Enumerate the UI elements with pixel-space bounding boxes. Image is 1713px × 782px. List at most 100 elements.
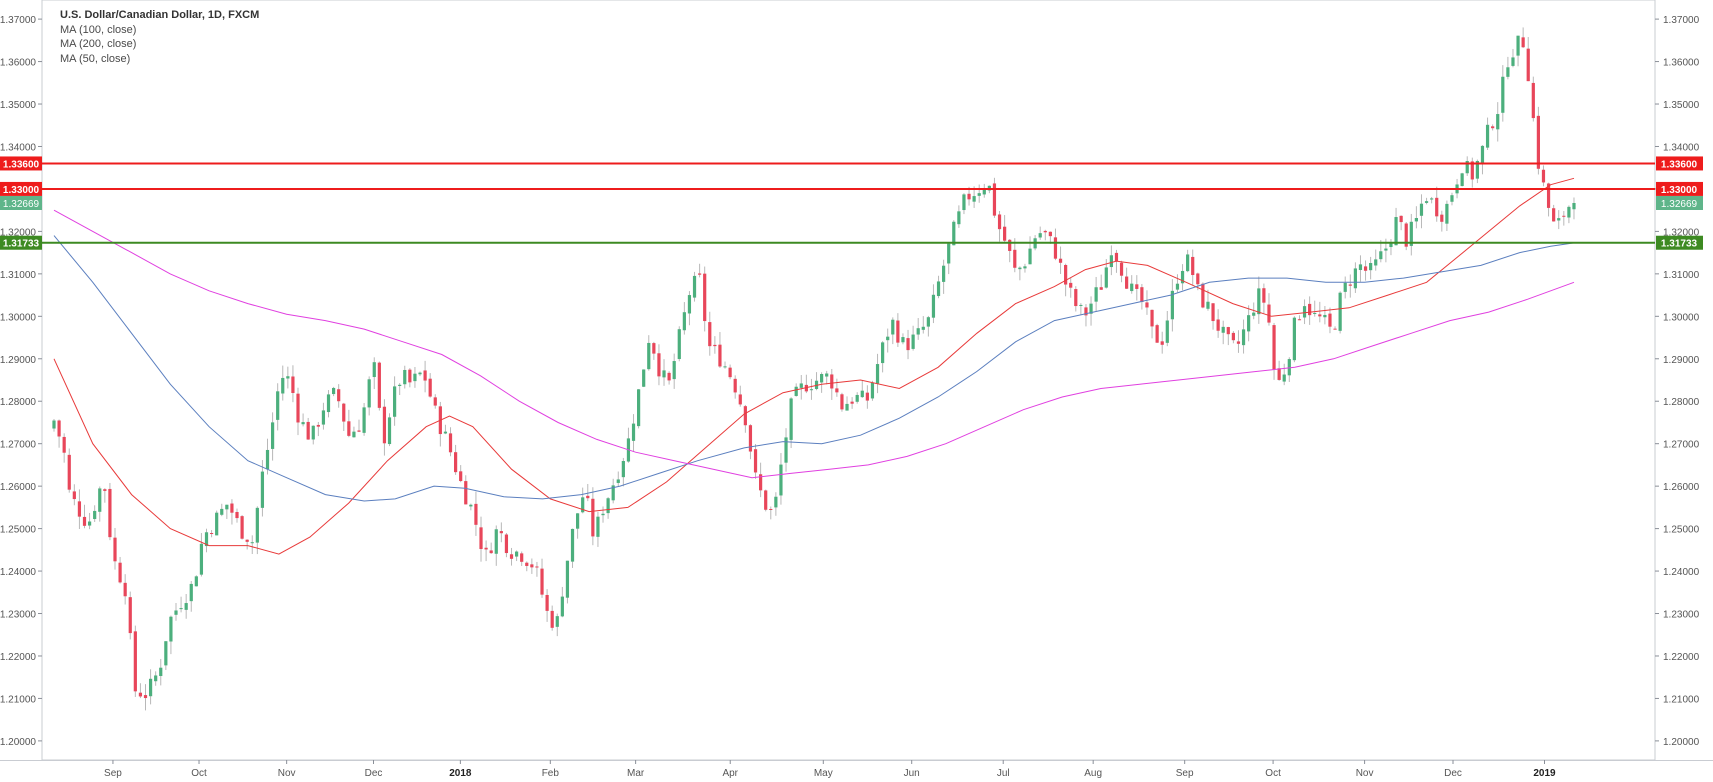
candle-bear <box>1348 284 1352 286</box>
candle-bear <box>1099 287 1103 290</box>
candle-bear <box>1267 304 1271 323</box>
left-tick-label: 1.20000 <box>0 737 36 748</box>
candle-bear <box>769 508 773 510</box>
candle-bear <box>1297 319 1302 321</box>
candle-bull <box>1018 267 1022 270</box>
candle-bear <box>209 533 214 535</box>
right-tick-label: 1.27000 <box>1663 440 1700 451</box>
right-tick-label: 1.29000 <box>1663 355 1700 366</box>
resistance-price-badge-right <box>1656 181 1703 196</box>
candle-bear <box>591 498 595 537</box>
candle-bull <box>596 516 600 537</box>
candle-bear <box>545 594 549 611</box>
candle-bull <box>1323 314 1327 318</box>
time-axis: Sep Oct Nov Dec 2018 Feb Mar Apr May Jun Jul Aug Sep… <box>104 760 1556 779</box>
candle-bull <box>225 504 229 510</box>
candle-bull <box>672 361 676 380</box>
candle-bull <box>799 383 803 388</box>
candles <box>52 27 1576 711</box>
last-price-badge-right <box>1656 195 1703 210</box>
left-tick-label: 1.35000 <box>0 100 36 111</box>
candle-bull <box>204 532 209 547</box>
candle-bull <box>184 603 188 610</box>
left-price-axis: 1.37000 1.36000 1.35000 1.34000 1.33000 1.320… <box>0 15 42 748</box>
candle-bull <box>891 319 895 335</box>
candle-bull <box>326 394 331 413</box>
candle-bear <box>906 338 910 351</box>
candle-bear <box>1536 115 1540 169</box>
candle-bull <box>952 221 956 246</box>
right-tick-label: 1.36000 <box>1663 58 1700 69</box>
candle-bear <box>408 369 412 383</box>
candle-bull <box>1567 206 1571 218</box>
time-tick-label: Dec <box>365 768 383 779</box>
candle-bull <box>779 464 783 496</box>
candle-bear <box>1363 266 1368 271</box>
candle-bull <box>784 437 788 463</box>
candle-bull <box>418 372 422 375</box>
candle-bear <box>316 424 320 427</box>
candle-bear <box>1135 284 1139 289</box>
candle-bull <box>514 551 519 557</box>
indicator-ma200-label: MA (200, close) <box>60 38 137 50</box>
candle-bear <box>509 554 514 559</box>
candle-bear <box>464 481 468 505</box>
candle-bear <box>1043 230 1047 233</box>
candle-bear <box>291 376 295 393</box>
last-price-badge-left <box>0 195 42 210</box>
candle-bull <box>687 295 692 314</box>
candle-bull <box>957 211 961 225</box>
resistance-price-label-left: 1.33000 <box>3 185 40 196</box>
candle-bull <box>1313 312 1317 314</box>
candle-bull <box>881 342 885 364</box>
candle-bear <box>835 388 839 393</box>
candle-bull <box>1358 264 1363 271</box>
candle-bull <box>1186 254 1190 272</box>
candle-bear <box>1546 183 1551 208</box>
candle-bear <box>1435 197 1439 217</box>
candle-bear <box>428 378 432 397</box>
candle-bear <box>1064 264 1068 285</box>
candle-bull <box>901 337 905 343</box>
candle-bear <box>1145 302 1149 308</box>
candle-bull <box>565 560 570 598</box>
candle-bear <box>1552 208 1556 222</box>
candle-bear <box>540 568 544 595</box>
candle-bear <box>1196 273 1200 285</box>
candle-bear <box>759 474 763 491</box>
candle-bull <box>174 610 178 615</box>
candle-bear <box>138 692 143 697</box>
candle-bull <box>682 312 686 331</box>
candle-bull <box>977 193 981 196</box>
candle-bear <box>1318 314 1322 317</box>
time-tick-label: Feb <box>542 768 560 779</box>
candle-bear <box>657 353 661 377</box>
candle-bull <box>1241 329 1246 346</box>
candle-bull <box>789 398 793 440</box>
indicator-ma100-label: MA (100, close) <box>60 23 137 36</box>
candle-bear <box>479 527 483 550</box>
candle-bear <box>245 539 249 542</box>
right-tick-label: 1.20000 <box>1663 737 1700 748</box>
candle-bull <box>352 431 356 438</box>
candle-bull <box>1394 217 1398 246</box>
time-tick-label: Mar <box>627 768 645 779</box>
candle-bear <box>1277 368 1281 380</box>
time-tick-label: Dec <box>1444 768 1462 779</box>
time-tick-label: 2019 <box>1533 768 1556 779</box>
candle-bull <box>87 521 92 526</box>
candle-bull <box>199 543 204 575</box>
time-tick-label: 2018 <box>449 768 472 779</box>
left-tick-label: 1.32000 <box>0 227 36 238</box>
candle-bear <box>698 273 702 275</box>
candle-bull <box>570 528 575 562</box>
left-tick-label: 1.29000 <box>0 355 36 366</box>
candle-bear <box>1333 328 1337 330</box>
time-tick-label: Nov <box>1356 768 1374 779</box>
resistance-price-badge-right <box>1656 156 1703 171</box>
right-tick-label: 1.37000 <box>1663 15 1700 26</box>
candle-bear <box>1155 325 1159 343</box>
candle-bull <box>555 616 559 627</box>
ma-line-100 <box>53 235 1575 502</box>
